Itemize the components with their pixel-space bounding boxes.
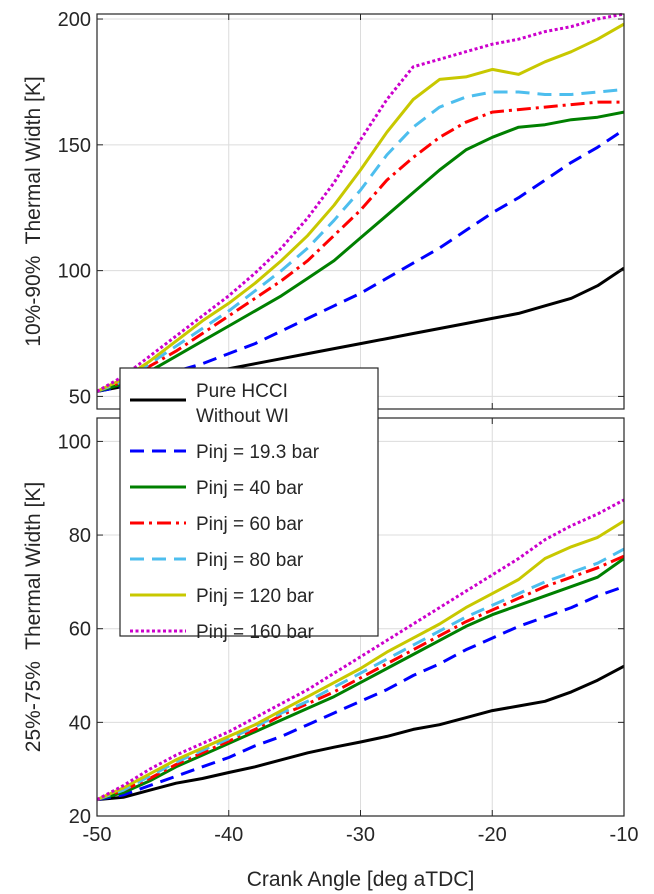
series-line-1 [97,585,624,802]
y-tick-label: 60 [69,619,91,641]
y-tick-label: 100 [58,431,91,453]
top-chart: 50 100 150 200 10%-90% Thermal Width [K] [22,9,625,410]
series-line-0 [97,664,624,802]
y-axis-label: 10%-90% Thermal Width [K] [22,76,45,346]
x-tick-label: -50 [83,824,112,846]
series-line-6 [97,12,624,393]
series-line-2 [97,110,624,393]
y-tick-label: 20 [69,806,91,828]
x-tick-label: -40 [214,824,243,846]
legend-label-6: Pinj = 160 bar [196,622,314,643]
y-tick-label: 200 [58,9,91,31]
y-axis-label: 25%-75% Thermal Width [K] [22,482,45,752]
y-tick-label: 100 [58,261,91,283]
series-line-5 [97,22,624,393]
legend-label-0: Pure HCCI [196,381,288,402]
legend-box [119,367,379,637]
x-tick-label: -10 [610,824,639,846]
series-line-4 [97,547,624,802]
legend-label-1: Pinj = 19.3 bar [196,442,320,463]
legend-label-3: Pinj = 60 bar [196,514,304,535]
y-tick-label: 150 [58,135,91,157]
series-line-3 [97,100,624,393]
legend: Pure HCCI Without WI Pinj = 19.3 bar Pinj =… [119,367,379,643]
y-tick-label: 50 [69,386,91,408]
series-line-5 [97,519,624,801]
series-line-4 [97,88,624,393]
legend-label-0: Without WI [196,406,289,427]
y-tick-label: 40 [69,712,91,734]
x-tick-label: -30 [346,824,375,846]
legend-label-4: Pinj = 80 bar [196,550,304,571]
series-line-6 [97,498,624,801]
y-tick-label: 80 [69,525,91,547]
series-line-3 [97,554,624,802]
legend-label-2: Pinj = 40 bar [196,478,304,499]
legend-label-5: Pinj = 120 bar [196,586,314,607]
x-axis-label: Crank Angle [deg aTDC] [247,868,475,891]
x-tick-label: -20 [478,824,507,846]
series-line-2 [97,557,624,802]
